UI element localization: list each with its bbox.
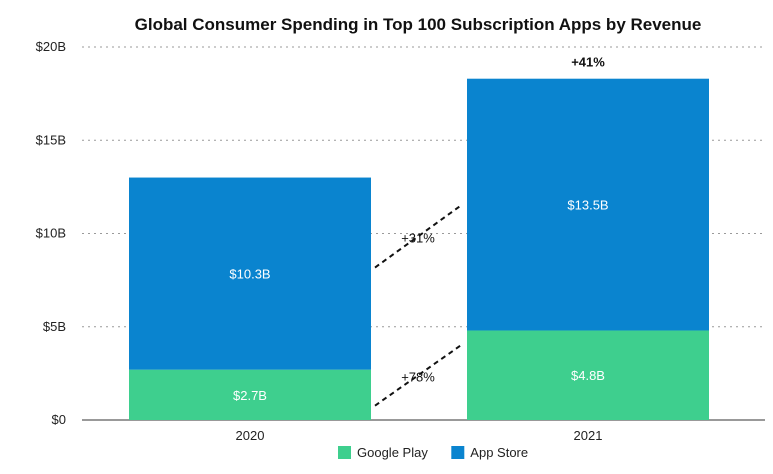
chart-title: Global Consumer Spending in Top 100 Subs… [135, 15, 702, 34]
bar-google-play-2020 [129, 369, 371, 420]
legend-swatch [338, 446, 351, 459]
x-axis: 2020 2021 [236, 428, 603, 443]
data-label: $2.7B [233, 388, 267, 403]
growth-label-google-play: +78% [401, 370, 435, 385]
bars: $2.7B $10.3B $4.8B $13.5B [129, 78, 709, 420]
x-tick-label: 2020 [236, 428, 265, 443]
bar-google-play-2021 [467, 330, 709, 420]
y-tick-label: $20B [36, 39, 66, 54]
growth-label-app-store: +31% [401, 231, 435, 246]
legend-label: App Store [470, 445, 528, 460]
data-label: $10.3B [229, 267, 270, 282]
data-label: $4.8B [571, 368, 605, 383]
y-tick-label: $5B [43, 319, 66, 334]
y-tick-label: $0 [52, 412, 66, 427]
y-tick-label: $15B [36, 132, 66, 147]
legend: Google Play App Store [338, 445, 528, 460]
legend-label: Google Play [357, 445, 428, 460]
annotations: +78% +31% +41% [374, 55, 605, 407]
y-tick-label: $10B [36, 226, 66, 241]
bar-app-store-2021 [467, 78, 709, 331]
x-tick-label: 2021 [574, 428, 603, 443]
y-axis: $0 $5B $10B $15B $20B [36, 39, 66, 427]
legend-swatch [451, 446, 465, 459]
growth-label-total: +41% [571, 55, 605, 70]
data-label: $13.5B [567, 198, 608, 213]
bar-app-store-2020 [129, 177, 371, 370]
